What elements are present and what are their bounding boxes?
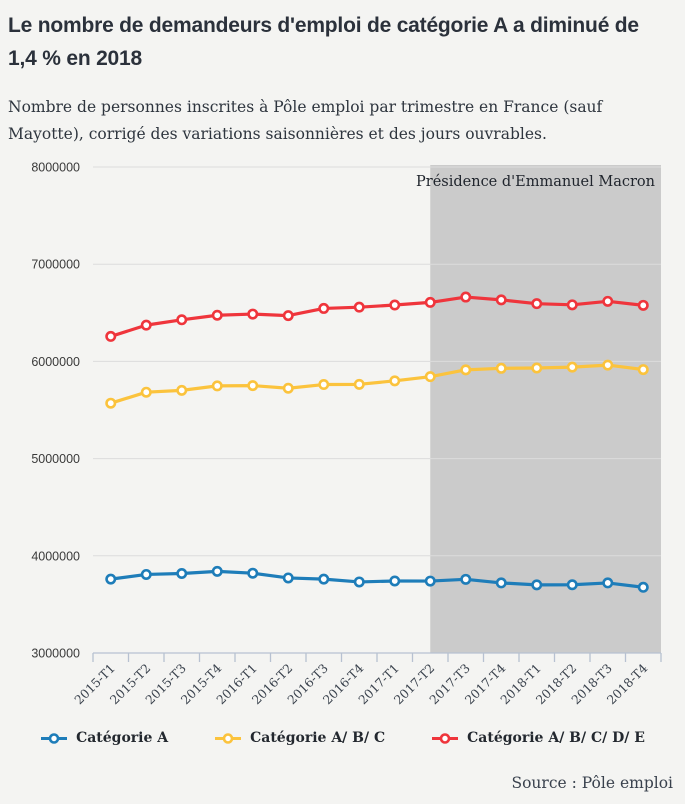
legend-item-categorie-a-b-c: Catégorie A/ B/ C xyxy=(214,730,385,746)
data-point-categorie-a xyxy=(140,568,152,580)
data-point-categorie-a xyxy=(211,565,223,577)
data-point-categorie-a-b-c-d-e xyxy=(424,296,436,308)
data-point-categorie-a xyxy=(282,572,294,584)
data-point-categorie-a-b-c-d-e xyxy=(176,314,188,326)
y-tick-label: 6000000 xyxy=(31,355,80,369)
page-subtitle: Nombre de personnes inscrites à Pôle emp… xyxy=(8,98,603,144)
data-point-categorie-a-b-c xyxy=(105,397,117,409)
data-point-categorie-a-b-c-d-e xyxy=(637,299,649,311)
data-point-categorie-a-b-c-d-e xyxy=(531,298,543,310)
data-point-categorie-a-b-c xyxy=(247,380,259,392)
data-point-categorie-a xyxy=(566,579,578,591)
macron-annotation-label: Présidence d'Emmanuel Macron xyxy=(416,174,655,190)
data-point-categorie-a-b-c xyxy=(211,380,223,392)
legend-marker-icon xyxy=(215,732,242,744)
data-point-categorie-a-b-c-d-e xyxy=(211,309,223,321)
data-point-categorie-a-b-c-d-e xyxy=(140,319,152,331)
legend-item-categorie-a-b-c-d-e: Catégorie A/ B/ C/ D/ E xyxy=(431,730,645,746)
macron-shade-region xyxy=(430,165,661,653)
data-point-categorie-a xyxy=(318,573,330,585)
y-tick-label: 3000000 xyxy=(31,647,80,661)
chart-legend: Catégorie A Catégorie A/ B/ C Catégorie A/… xyxy=(0,730,685,746)
data-point-categorie-a xyxy=(105,573,117,585)
data-point-categorie-a-b-c-d-e xyxy=(566,299,578,311)
data-point-categorie-a-b-c xyxy=(602,359,614,371)
data-point-categorie-a-b-c xyxy=(460,364,472,376)
legend-item-label: Catégorie A xyxy=(76,730,169,746)
source-label: Source : Pôle emploi xyxy=(511,774,673,792)
data-point-categorie-a xyxy=(637,581,649,593)
data-point-categorie-a-b-c xyxy=(318,379,330,391)
y-tick-label: 8000000 xyxy=(31,161,80,175)
data-point-categorie-a xyxy=(460,573,472,585)
legend-item-label: Catégorie A/ B/ C/ D/ E xyxy=(467,730,645,746)
data-point-categorie-a-b-c-d-e xyxy=(353,301,365,313)
data-point-categorie-a xyxy=(176,567,188,579)
data-point-categorie-a-b-c-d-e xyxy=(282,310,294,322)
legend-marker-icon xyxy=(41,732,68,744)
data-point-categorie-a-b-c-d-e xyxy=(247,308,259,320)
data-point-categorie-a-b-c xyxy=(424,371,436,383)
data-point-categorie-a xyxy=(602,577,614,589)
data-point-categorie-a xyxy=(495,577,507,589)
legend-marker-icon xyxy=(432,732,459,744)
data-point-categorie-a xyxy=(389,575,401,587)
data-point-categorie-a-b-c-d-e xyxy=(318,302,330,314)
y-tick-label: 7000000 xyxy=(31,258,80,272)
series-line-categorie-a-b-c xyxy=(109,363,645,405)
data-point-categorie-a-b-c xyxy=(566,361,578,373)
data-point-categorie-a xyxy=(353,576,365,588)
data-point-categorie-a-b-c-d-e xyxy=(460,291,472,303)
data-point-categorie-a-b-c-d-e xyxy=(602,295,614,307)
y-tick-label: 5000000 xyxy=(31,452,80,466)
data-point-categorie-a xyxy=(531,579,543,591)
legend-item-label: Catégorie A/ B/ C xyxy=(250,730,386,746)
page-title: Le nombre de demandeurs d'emploi de caté… xyxy=(8,14,639,70)
data-point-categorie-a-b-c xyxy=(495,362,507,374)
data-point-categorie-a-b-c xyxy=(140,386,152,398)
data-point-categorie-a-b-c xyxy=(637,364,649,376)
data-point-categorie-a xyxy=(424,575,436,587)
data-point-categorie-a-b-c xyxy=(353,378,365,390)
data-point-categorie-a-b-c-d-e xyxy=(389,299,401,311)
data-point-categorie-a-b-c xyxy=(531,362,543,374)
chart-svg: 3000000 4000000 5000000 6000000 7000000 80000… xyxy=(31,161,662,707)
legend-item-categorie-a: Catégorie A xyxy=(40,730,168,746)
data-point-categorie-a xyxy=(247,567,259,579)
chart-area: 3000000 4000000 5000000 6000000 7000000 80000… xyxy=(0,150,685,710)
series-line-categorie-a-b-c-d-e xyxy=(109,295,645,339)
series-line-categorie-a xyxy=(109,569,645,589)
y-tick-label: 4000000 xyxy=(31,549,80,563)
data-point-categorie-a-b-c xyxy=(176,384,188,396)
data-point-categorie-a-b-c xyxy=(389,375,401,387)
data-point-categorie-a-b-c-d-e xyxy=(105,330,117,342)
data-point-categorie-a-b-c xyxy=(282,382,294,394)
data-point-categorie-a-b-c-d-e xyxy=(495,294,507,306)
